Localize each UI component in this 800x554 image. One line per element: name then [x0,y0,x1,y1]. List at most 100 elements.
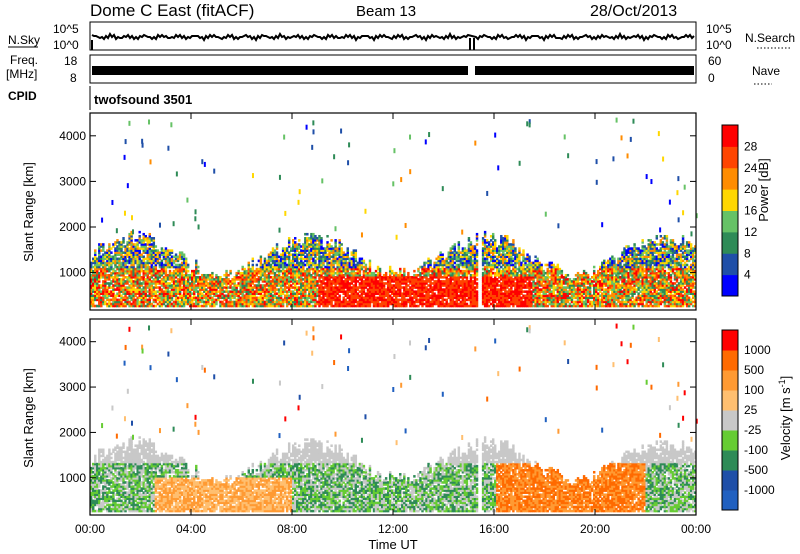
power-cell [90,263,93,267]
power-cell [134,300,137,304]
power-cell [247,282,250,285]
power-cell [251,282,255,285]
power-cell [213,298,216,302]
power-cell [215,276,218,279]
power-cell [180,282,184,285]
power-cell [98,267,101,271]
power-cell [114,300,117,304]
power-cell [108,269,111,273]
power-cell [247,273,250,277]
power-cell [118,302,121,306]
power-cell [136,245,139,248]
power-cell [116,282,119,285]
power-cell [150,269,154,273]
power-cell [182,288,186,291]
power-cell [257,288,261,291]
power-cell [186,286,190,289]
power-cell [94,282,97,285]
power-cell [110,286,113,289]
power-cell [102,259,105,263]
power-cell [148,257,151,261]
power-cell [229,296,232,300]
power-cell [245,294,248,298]
power-cell [146,253,149,257]
power-cell [148,304,151,308]
power-cell [247,296,250,300]
power-cell [120,288,123,291]
power-cell [150,273,154,277]
power-cell [188,298,192,302]
power-cell [90,261,93,265]
power-cell [227,282,230,285]
power-cell [112,267,115,271]
power-cell [132,271,135,275]
power-cell [168,269,172,273]
power-cell [144,296,147,300]
power-cell [98,284,101,287]
power-cell [100,298,103,302]
power-cell [201,276,204,279]
power-cell [225,280,228,283]
power-cell [108,263,111,267]
power-cell [144,239,147,242]
power-cell [126,280,129,283]
power-cell [195,276,198,279]
power-cell [104,263,107,267]
power-cell [211,296,214,300]
power-cell [255,304,259,308]
power-cell [172,276,176,279]
power-cell [104,261,107,265]
power-cell [306,232,309,236]
power-cell [144,280,147,283]
power-cell [110,247,113,250]
power-cell [92,288,95,291]
power-cell [122,251,125,254]
power-cell [146,267,149,271]
power-cell [229,280,232,283]
power-cell [94,294,97,298]
power-cell [193,302,196,306]
power-cell [180,265,184,269]
power-cell [156,251,160,254]
power-cell [378,267,382,271]
power-cell [108,276,111,279]
power-cell [118,247,121,250]
power-cell [209,286,212,289]
power-cell [116,261,119,265]
power-cell [203,278,206,281]
station-title: Dome C East (fitACF) [90,1,254,20]
freq-label-line1: Freq. [10,53,38,67]
power-cell [118,288,121,291]
power-cell [182,265,186,269]
power-cell [146,304,149,308]
power-cell [243,296,246,300]
power-cell [241,300,244,304]
power-cell [180,286,184,289]
power-cell [96,269,99,273]
power-cell [130,257,133,261]
power-cell [253,294,257,298]
power-cell [172,278,176,281]
power-cell [146,294,149,298]
power-cell [166,276,170,279]
power-cell [154,276,158,279]
freq-tick-top: 18 [64,54,78,68]
power-cell [158,265,162,269]
power-cell [128,296,131,300]
power-cell [144,249,147,252]
power-cell [144,245,147,248]
power-cell [124,300,127,304]
power-cell [174,284,178,287]
power-cell [116,271,119,275]
power-cell [138,259,141,263]
power-cell [191,292,194,295]
power-cell [100,286,103,289]
power-cell [148,290,151,293]
power-cell [213,302,216,306]
power-cell [176,271,180,275]
power-cell [144,269,147,273]
power-cell [148,286,151,289]
power-cell [156,286,160,289]
power-cell [146,259,149,263]
power-cell [142,247,145,250]
